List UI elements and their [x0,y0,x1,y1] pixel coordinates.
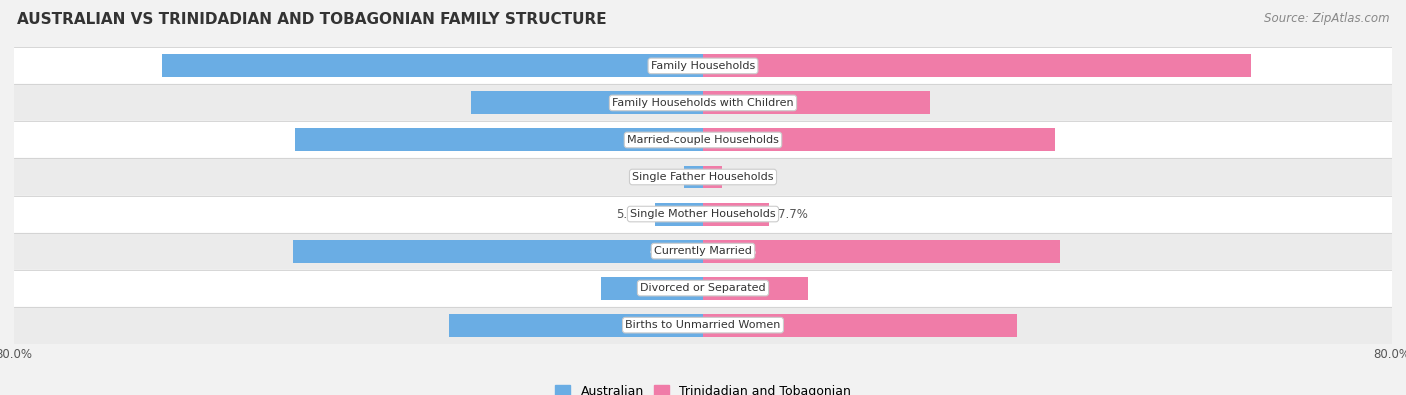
Text: Births to Unmarried Women: Births to Unmarried Women [626,320,780,330]
Legend: Australian, Trinidadian and Tobagonian: Australian, Trinidadian and Tobagonian [550,380,856,395]
Bar [703,203,769,226]
Text: AUSTRALIAN VS TRINIDADIAN AND TOBAGONIAN FAMILY STRUCTURE: AUSTRALIAN VS TRINIDADIAN AND TOBAGONIAN… [17,12,606,27]
Text: 26.4%: 26.4% [716,96,756,109]
Text: 40.9%: 40.9% [716,134,756,147]
Text: Currently Married: Currently Married [654,246,752,256]
Text: 12.2%: 12.2% [716,282,756,295]
Bar [703,314,1018,337]
Bar [703,128,1056,151]
Bar [162,55,703,77]
Text: 41.5%: 41.5% [716,245,756,258]
Text: 47.4%: 47.4% [650,134,690,147]
Bar [292,240,703,263]
Bar [14,85,1392,121]
Text: 11.9%: 11.9% [650,282,690,295]
Bar [655,203,703,226]
Bar [14,196,1392,233]
Bar [14,47,1392,85]
Bar [14,158,1392,196]
Bar [703,55,1251,77]
Bar [14,307,1392,344]
Bar [449,314,703,337]
Text: 63.6%: 63.6% [716,59,756,72]
Text: 5.6%: 5.6% [616,207,647,220]
Text: 2.2%: 2.2% [731,171,761,184]
Text: Family Households: Family Households [651,61,755,71]
Bar [703,166,721,188]
Text: Family Households with Children: Family Households with Children [612,98,794,108]
Text: 7.7%: 7.7% [778,207,808,220]
Text: 36.5%: 36.5% [716,319,756,332]
Text: Single Father Households: Single Father Households [633,172,773,182]
Bar [703,276,808,299]
Bar [14,121,1392,158]
Text: 2.2%: 2.2% [645,171,675,184]
Text: Married-couple Households: Married-couple Households [627,135,779,145]
Text: Source: ZipAtlas.com: Source: ZipAtlas.com [1264,12,1389,25]
Text: Single Mother Households: Single Mother Households [630,209,776,219]
Bar [14,269,1392,307]
Text: 26.9%: 26.9% [650,96,690,109]
Bar [295,128,703,151]
Text: 29.5%: 29.5% [650,319,690,332]
Bar [471,92,703,115]
Text: Divorced or Separated: Divorced or Separated [640,283,766,293]
Bar [703,240,1060,263]
Bar [685,166,703,188]
Bar [703,92,931,115]
Bar [600,276,703,299]
Text: 47.6%: 47.6% [650,245,690,258]
Text: 62.8%: 62.8% [650,59,690,72]
Bar [14,233,1392,269]
